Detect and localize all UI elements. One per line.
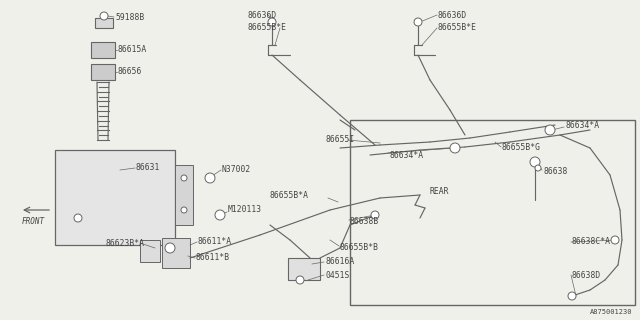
Text: REAR: REAR <box>430 188 449 196</box>
Text: 86638B: 86638B <box>350 218 380 227</box>
Bar <box>288 258 320 280</box>
Circle shape <box>414 18 422 26</box>
Text: 86616A: 86616A <box>325 258 355 267</box>
Text: 86636D: 86636D <box>438 11 467 20</box>
Text: 86656: 86656 <box>118 68 142 76</box>
Text: 86638D: 86638D <box>572 270 601 279</box>
Circle shape <box>450 143 460 153</box>
Text: 86655B*A: 86655B*A <box>270 190 309 199</box>
Text: N37002: N37002 <box>222 165 252 174</box>
Circle shape <box>545 125 555 135</box>
Circle shape <box>530 157 540 167</box>
Text: 86655B*B: 86655B*B <box>340 244 379 252</box>
Circle shape <box>100 12 108 20</box>
Circle shape <box>181 175 187 181</box>
Text: 86611*A: 86611*A <box>198 237 232 246</box>
Text: M120113: M120113 <box>228 205 262 214</box>
Text: 86655B*E: 86655B*E <box>438 23 477 33</box>
Circle shape <box>611 236 619 244</box>
Circle shape <box>74 214 82 222</box>
Circle shape <box>268 18 276 26</box>
Bar <box>91 64 115 80</box>
Circle shape <box>181 207 187 213</box>
Bar <box>350 120 635 305</box>
Circle shape <box>165 243 175 253</box>
Text: 86623B*A: 86623B*A <box>105 238 144 247</box>
Bar <box>95 18 113 28</box>
Bar <box>162 238 190 268</box>
Bar <box>91 42 115 58</box>
Circle shape <box>568 292 576 300</box>
Text: 86655B*G: 86655B*G <box>502 143 541 153</box>
Text: 86611*B: 86611*B <box>196 253 230 262</box>
Text: 86615A: 86615A <box>118 45 147 54</box>
Text: 86634*A: 86634*A <box>565 121 599 130</box>
Text: 86655B*E: 86655B*E <box>247 23 286 33</box>
Bar <box>140 240 160 262</box>
Text: 86638C*A: 86638C*A <box>572 237 611 246</box>
Text: 86636D: 86636D <box>247 11 276 20</box>
Circle shape <box>215 210 225 220</box>
Circle shape <box>371 211 379 219</box>
Circle shape <box>205 173 215 183</box>
Circle shape <box>296 276 304 284</box>
Bar <box>55 150 175 245</box>
Bar <box>175 165 193 225</box>
Text: FRONT: FRONT <box>22 218 45 227</box>
Text: A875001230: A875001230 <box>589 309 632 315</box>
Text: 86655I: 86655I <box>325 135 355 145</box>
Text: 86638: 86638 <box>543 167 568 177</box>
Text: 86631: 86631 <box>136 164 161 172</box>
Text: 59188B: 59188B <box>115 12 144 21</box>
Text: 0451S: 0451S <box>325 270 349 279</box>
Circle shape <box>535 165 541 171</box>
Text: 86634*A: 86634*A <box>390 150 424 159</box>
